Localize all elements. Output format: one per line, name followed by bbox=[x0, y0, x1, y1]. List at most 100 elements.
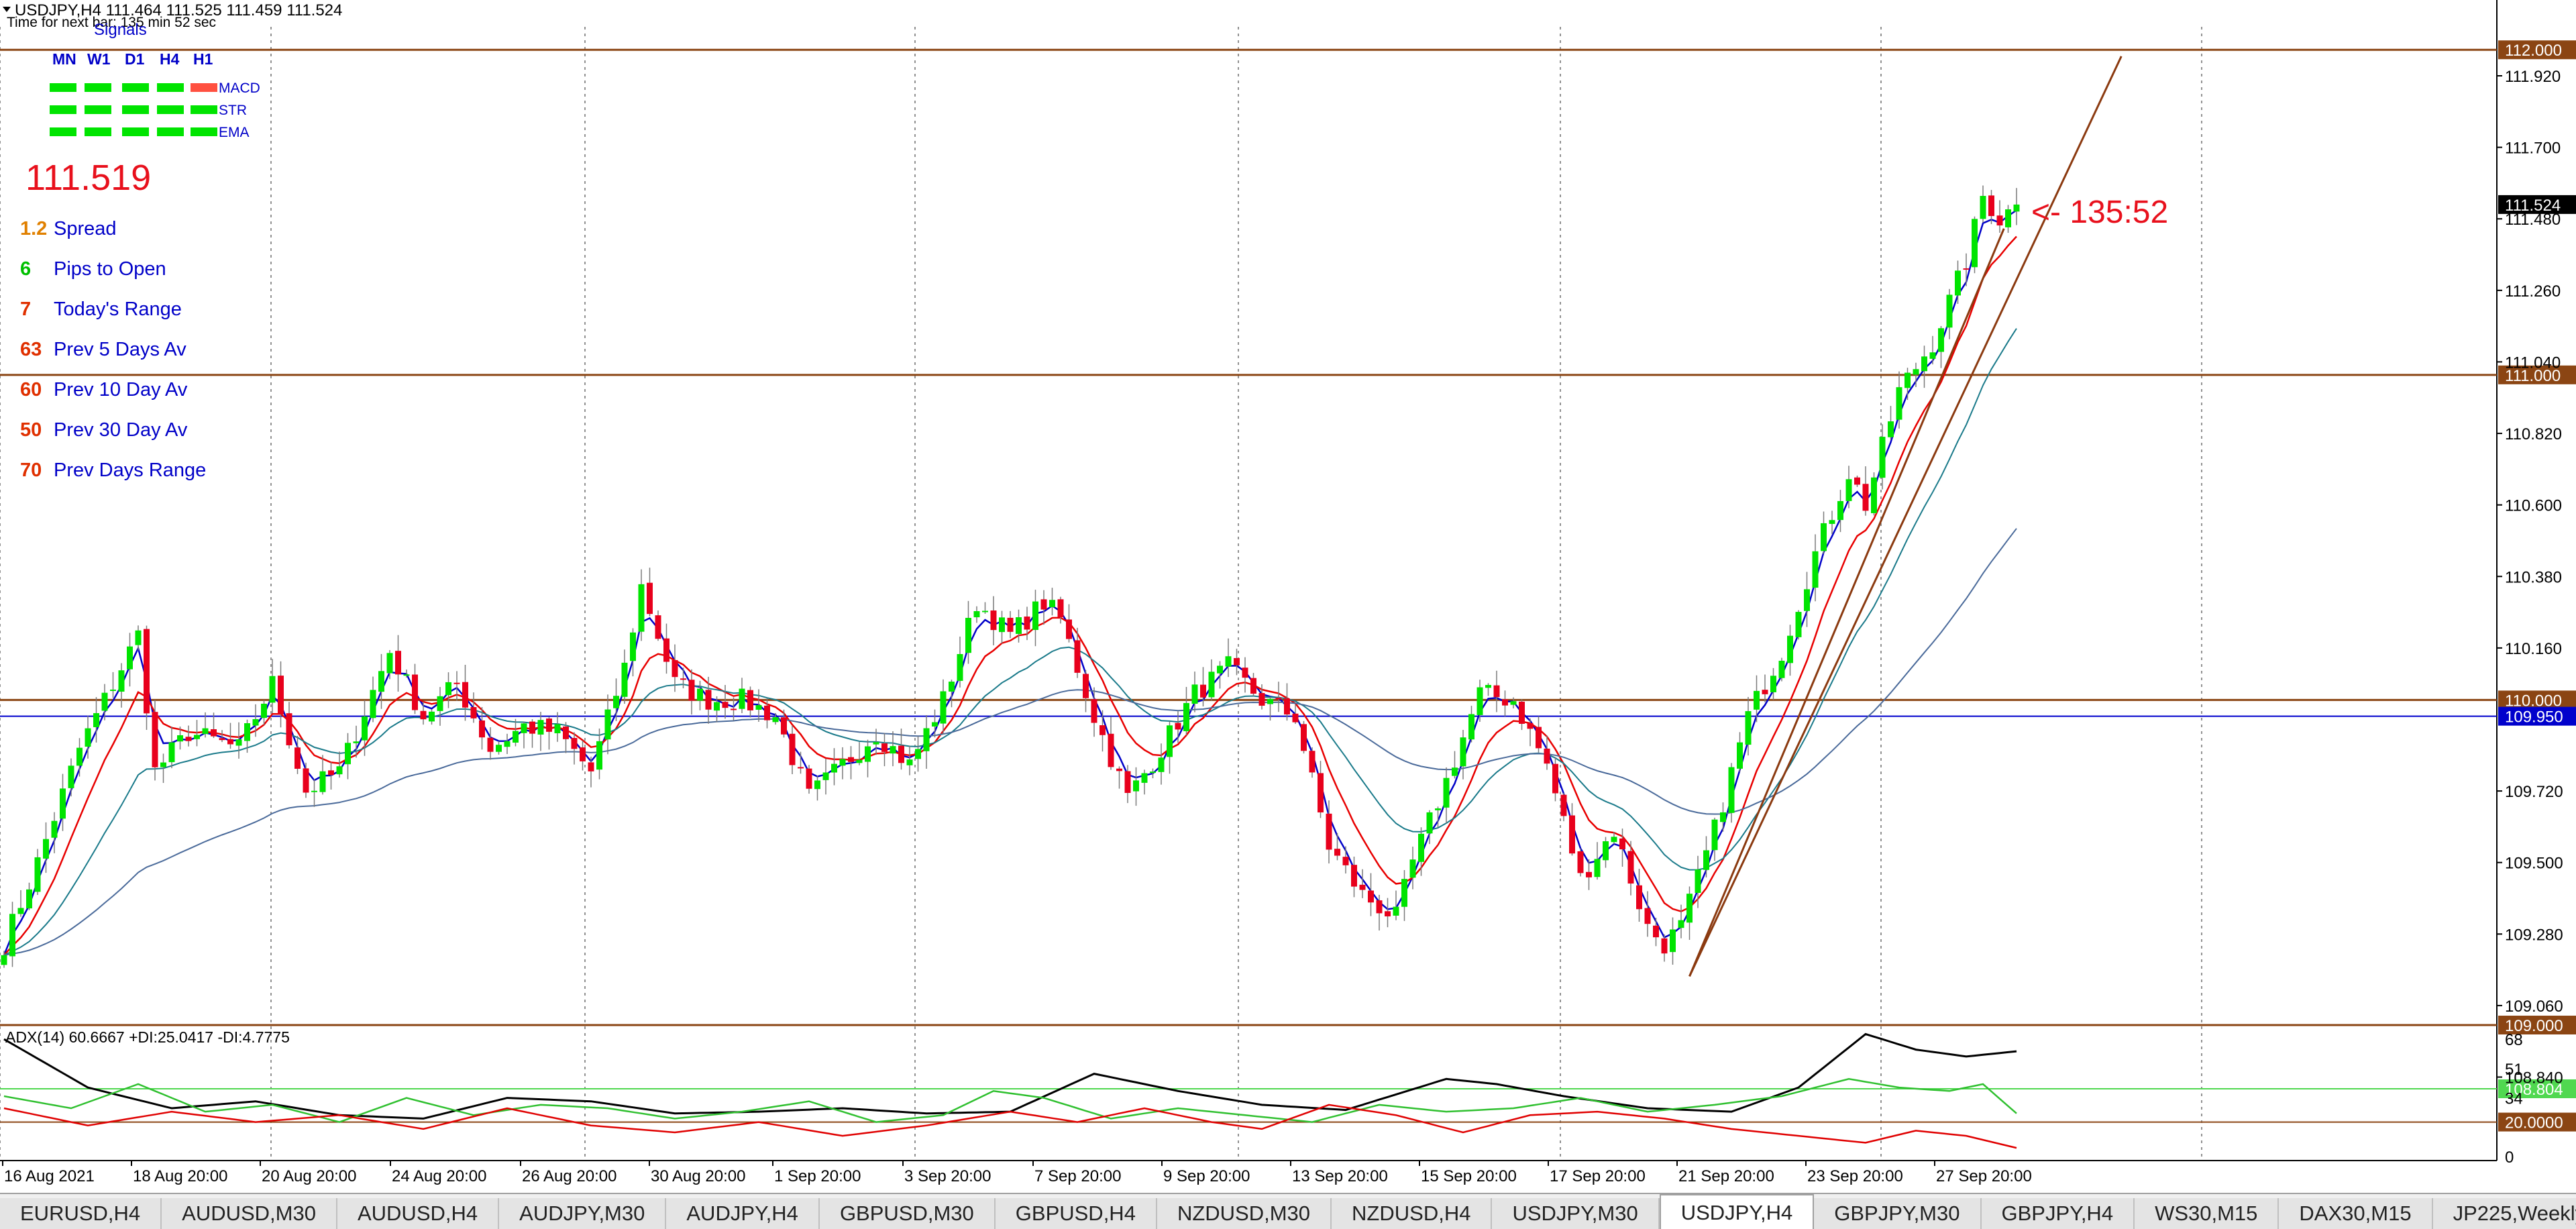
bear-candle bbox=[1996, 215, 2003, 226]
trendline[interactable] bbox=[1688, 228, 2005, 977]
bull-candle bbox=[43, 839, 49, 859]
bear-candle bbox=[479, 720, 485, 738]
bear-candle bbox=[1326, 813, 1332, 850]
price-tick-label: 110.820 bbox=[2505, 425, 2562, 443]
bull-candle bbox=[378, 671, 384, 692]
bull-candle bbox=[1267, 698, 1273, 704]
tab-usdjpy-m30[interactable]: USDJPY,M30 bbox=[1492, 1198, 1660, 1229]
bull-candle bbox=[1426, 812, 1433, 834]
signal-cell-str bbox=[191, 105, 217, 114]
bull-candle bbox=[370, 690, 376, 718]
timeframe-D1: D1 bbox=[125, 50, 145, 68]
bull-candle bbox=[1468, 714, 1474, 740]
tab-dax30-m15[interactable]: DAX30,M15 bbox=[2279, 1198, 2433, 1229]
bear-candle bbox=[546, 718, 552, 732]
bear-candle bbox=[1074, 640, 1081, 673]
bull-candle bbox=[1016, 617, 1022, 634]
bull-candle bbox=[1938, 328, 1944, 352]
level-tag-112.000: 112.000 bbox=[2505, 42, 2562, 60]
bull-candle bbox=[697, 688, 703, 701]
bull-candle bbox=[68, 765, 74, 788]
bear-candle bbox=[1988, 195, 1994, 217]
bear-candle bbox=[1636, 885, 1642, 910]
bull-candle bbox=[1191, 684, 1198, 704]
price-tick-label: 108.840 bbox=[2505, 1069, 2563, 1087]
adx-indicator bbox=[0, 1032, 2497, 1149]
bull-candle bbox=[1720, 812, 1726, 822]
tab-usdjpy-h4[interactable]: USDJPY,H4 bbox=[1659, 1194, 1815, 1229]
bull-candle bbox=[1510, 701, 1517, 705]
time-tick-label: 20 Aug 20:00 bbox=[262, 1167, 356, 1185]
adx-tick-label: 68 bbox=[2505, 1031, 2523, 1049]
bull-candle bbox=[1946, 295, 1953, 328]
bear-candle bbox=[219, 738, 225, 741]
bull-candle bbox=[386, 653, 393, 674]
bear-candle bbox=[798, 767, 804, 769]
bull-candle bbox=[1829, 520, 1835, 524]
bull-candle bbox=[554, 724, 561, 734]
bull-candle bbox=[110, 689, 116, 691]
bull-candle bbox=[638, 584, 645, 632]
bull-candle bbox=[194, 735, 200, 739]
chart-menu-icon[interactable] bbox=[3, 7, 11, 12]
bear-candle bbox=[1368, 890, 1374, 903]
tab-audusd-h4[interactable]: AUDUSD,H4 bbox=[337, 1198, 500, 1229]
bear-candle bbox=[1066, 619, 1072, 639]
tab-jp225-weekly[interactable]: JP225,Weekly bbox=[2432, 1198, 2576, 1229]
bear-candle bbox=[1175, 723, 1181, 730]
signal-row-label: EMA bbox=[219, 125, 250, 140]
adx-tick-label: 51 bbox=[2505, 1061, 2523, 1079]
signal-cell-ema bbox=[191, 127, 217, 136]
minus-di-line bbox=[3, 1104, 2017, 1149]
level-tag-bg bbox=[2498, 1079, 2576, 1098]
tab-audjpy-m30[interactable]: AUDJPY,M30 bbox=[499, 1198, 667, 1229]
tab-gbpjpy-m30[interactable]: GBPJPY,M30 bbox=[1814, 1198, 1982, 1229]
bull-candle bbox=[1452, 767, 1458, 776]
trendlines[interactable] bbox=[1688, 56, 2123, 977]
bull-candle bbox=[1409, 859, 1416, 878]
bull-candle bbox=[1778, 660, 1785, 678]
bull-candle bbox=[1150, 771, 1156, 773]
signal-row-label: MACD bbox=[219, 81, 260, 96]
bull-candle bbox=[982, 610, 988, 612]
tab-gbpusd-h4[interactable]: GBPUSD,H4 bbox=[995, 1198, 1157, 1229]
time-tick-label: 30 Aug 20:00 bbox=[651, 1167, 745, 1185]
bull-candle bbox=[1477, 687, 1483, 715]
bull-candle bbox=[1913, 369, 1919, 375]
bull-candle bbox=[1158, 757, 1165, 772]
bear-candle bbox=[1116, 768, 1122, 771]
bear-candle bbox=[680, 678, 686, 680]
bear-candle bbox=[881, 743, 888, 752]
tab-nzdusd-h4[interactable]: NZDUSD,H4 bbox=[1332, 1198, 1493, 1229]
bull-candle bbox=[26, 889, 32, 909]
adx-level-tag-bg bbox=[2498, 1112, 2576, 1132]
price-chart[interactable]: 112.000111.524111.000110.000109.950109.0… bbox=[0, 0, 2576, 1193]
bear-candle bbox=[1544, 748, 1550, 764]
time-tick-label: 18 Aug 20:00 bbox=[133, 1167, 227, 1185]
tab-nzdusd-m30[interactable]: NZDUSD,M30 bbox=[1157, 1198, 1332, 1229]
tab-gbpusd-m30[interactable]: GBPUSD,M30 bbox=[819, 1198, 996, 1229]
bull-candle bbox=[1770, 676, 1776, 692]
tab-audusd-m30[interactable]: AUDUSD,M30 bbox=[162, 1198, 337, 1229]
bear-candle bbox=[1536, 727, 1542, 749]
tab-eurusd-h4[interactable]: EURUSD,H4 bbox=[0, 1198, 162, 1229]
bear-candle bbox=[1091, 699, 1097, 723]
timeframe-H4: H4 bbox=[160, 50, 180, 68]
adx-tick-label: 0 bbox=[2505, 1148, 2514, 1167]
time-tick-label: 26 Aug 20:00 bbox=[522, 1167, 616, 1185]
trendline[interactable] bbox=[1688, 56, 2123, 977]
bull-candle bbox=[1711, 819, 1718, 851]
bear-candle bbox=[487, 737, 494, 752]
tab-ws30-m15[interactable]: WS30,M15 bbox=[2135, 1198, 2279, 1229]
time-tick-label: 7 Sep 20:00 bbox=[1034, 1167, 1121, 1185]
bull-candle bbox=[890, 746, 896, 754]
bull-candle bbox=[1812, 551, 1819, 588]
tab-audjpy-h4[interactable]: AUDJPY,H4 bbox=[666, 1198, 820, 1229]
bull-candle bbox=[1804, 589, 1810, 611]
level-tag-bg bbox=[2498, 40, 2576, 60]
bear-candle bbox=[211, 729, 217, 737]
bear-candle bbox=[1284, 698, 1290, 715]
bear-candle bbox=[1560, 794, 1567, 816]
tab-gbpjpy-h4[interactable]: GBPJPY,H4 bbox=[1981, 1198, 2135, 1229]
